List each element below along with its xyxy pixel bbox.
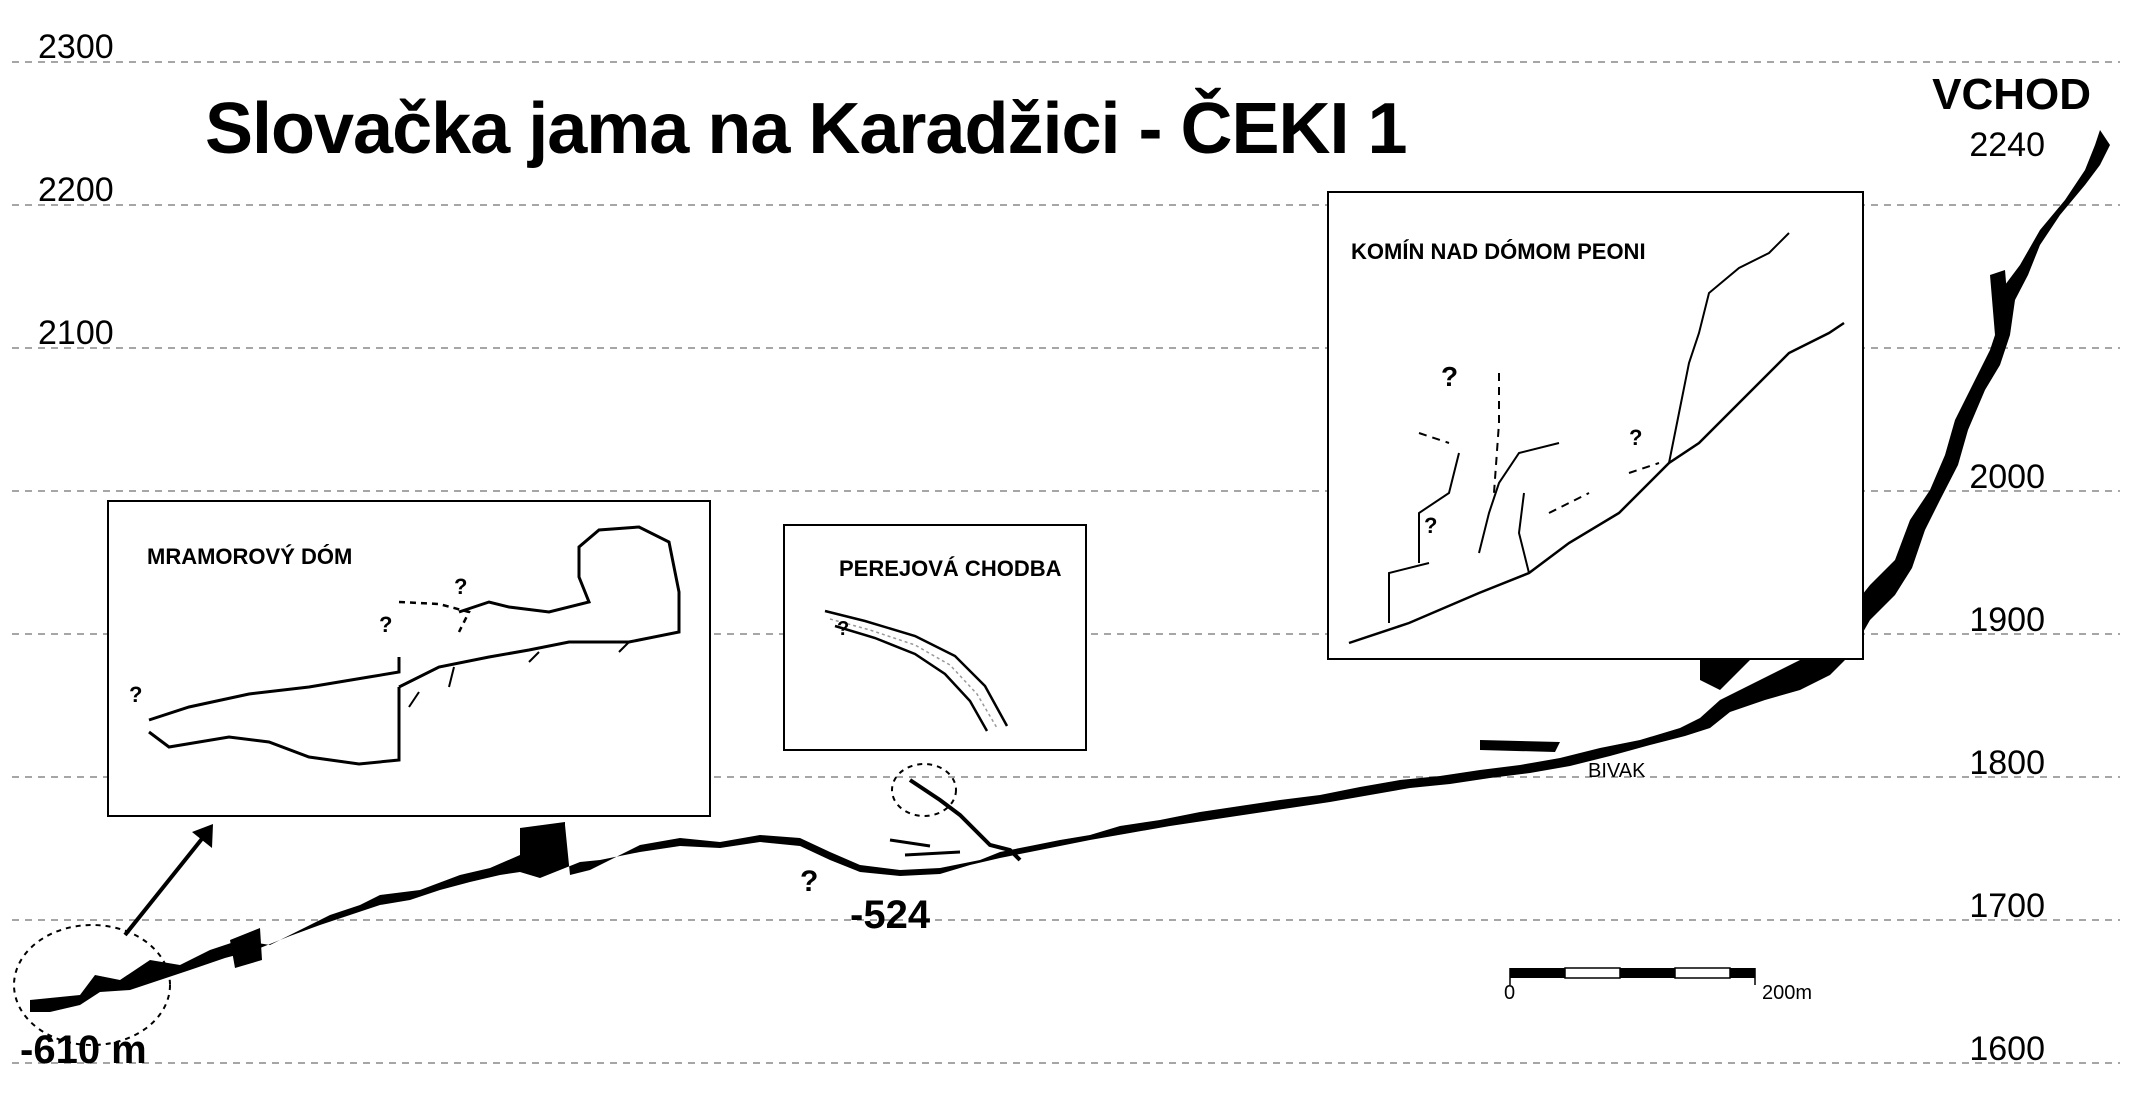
inset-question-mark: ?: [1441, 361, 1459, 392]
elevation-label-2000: 2000: [1969, 458, 2045, 496]
entrance-label: VCHOD: [1932, 70, 2091, 119]
inset-komin-nad-domom-peoni: KOMÍN NAD DÓMOM PEONI ? ? ?: [1327, 191, 1864, 660]
passage-block-1: [520, 822, 565, 860]
depth-label-bottom: -610 m: [20, 1028, 147, 1072]
inset-map: [824, 609, 1009, 732]
inset-title: PEREJOVÁ CHODBA: [839, 556, 1062, 581]
elevation-label-1700: 1700: [1969, 887, 2045, 925]
inset-question-mark: ?: [129, 682, 143, 707]
inset-map: [148, 525, 681, 766]
inset-title: MRAMOROVÝ DÓM: [147, 544, 353, 569]
scale-seg-1: [1510, 968, 1565, 978]
scale-label-end: 200m: [1762, 982, 1813, 1004]
scale-seg-2: [1564, 967, 1621, 979]
inset-arrow-head: [192, 824, 213, 848]
inset-marker-perejova: [891, 763, 957, 817]
inset-arrow: [123, 833, 207, 937]
elevation-label-2200: 2200: [38, 171, 114, 209]
inset-title: KOMÍN NAD DÓMOM PEONI: [1351, 239, 1646, 264]
inset-mramorovy-dom: MRAMOROVÝ DÓM ? ? ?: [107, 500, 711, 817]
side-passage-branch: [889, 838, 961, 857]
inset-question-mark: ?: [1629, 425, 1643, 450]
elevation-label-1600: 1600: [1969, 1030, 2045, 1068]
bivak-label: BIVAK: [1588, 760, 1646, 782]
scale-label-start: 0: [1504, 982, 1516, 1004]
inset-question-mark: ?: [379, 612, 393, 637]
elevation-label-2300: 2300: [38, 28, 114, 66]
side-passage: [908, 778, 1022, 862]
page-title: Slovačka jama na Karadžici - ČEKI 1: [205, 89, 1408, 169]
depth-label-mid: -524: [850, 893, 931, 937]
passage-block-2: [230, 928, 262, 968]
elevation-label-2100: 2100: [38, 314, 114, 352]
inset-question-mark: ?: [837, 618, 850, 640]
question-mark: ?: [800, 865, 819, 898]
inset-map: [1348, 232, 1845, 645]
elevation-label-2240: 2240: [1969, 126, 2045, 164]
inset-question-mark: ?: [1424, 513, 1438, 538]
elevation-label-1800: 1800: [1969, 744, 2045, 782]
elevation-label-1900: 1900: [1969, 601, 2045, 639]
scale-seg-4: [1674, 967, 1731, 979]
scale-seg-3: [1620, 968, 1675, 978]
inset-question-mark: ?: [454, 574, 468, 599]
inset-perejova-chodba: PEREJOVÁ CHODBA ?: [783, 524, 1087, 751]
scale-bar: [1509, 967, 1756, 985]
inset-marker-mramorovy: [13, 924, 171, 1046]
passage-block-5: [1480, 740, 1560, 752]
passage-block-4: [1990, 270, 2010, 335]
scale-seg-5: [1730, 968, 1755, 978]
